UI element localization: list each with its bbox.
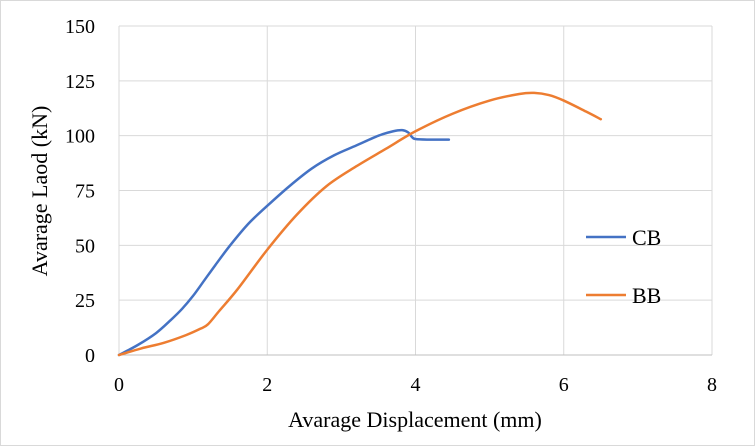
x-tick-label: 6 (559, 374, 569, 396)
y-tick-label: 50 (75, 235, 95, 257)
legend-label: BB (632, 283, 661, 308)
axes: 0 25 50 75 100 125 150 0 2 4 6 8 (65, 16, 717, 396)
legend: CB BB (586, 225, 661, 308)
series (117, 91, 603, 357)
legend-item-bb: BB (586, 283, 661, 308)
y-tick-label: 125 (65, 71, 95, 93)
legend-item-cb: CB (586, 225, 661, 250)
legend-label: CB (632, 225, 661, 250)
x-tick-label: 0 (114, 374, 124, 396)
y-tick-label: 100 (65, 126, 95, 148)
grid (118, 25, 713, 356)
x-tick-label: 8 (707, 374, 717, 396)
x-tick-label: 4 (411, 374, 421, 396)
y-tick-label: 75 (75, 181, 95, 203)
x-tick-label: 2 (262, 374, 272, 396)
y-tick-label: 150 (65, 16, 95, 38)
y-tick-label: 25 (75, 290, 95, 312)
x-axis-title: Avarage Displacement (mm) (288, 407, 542, 432)
y-tick-label: 0 (85, 345, 95, 367)
y-axis-title: Avarage Laod (kN) (27, 106, 52, 277)
series-line-bb (117, 91, 603, 357)
series-line-cb (117, 128, 451, 357)
